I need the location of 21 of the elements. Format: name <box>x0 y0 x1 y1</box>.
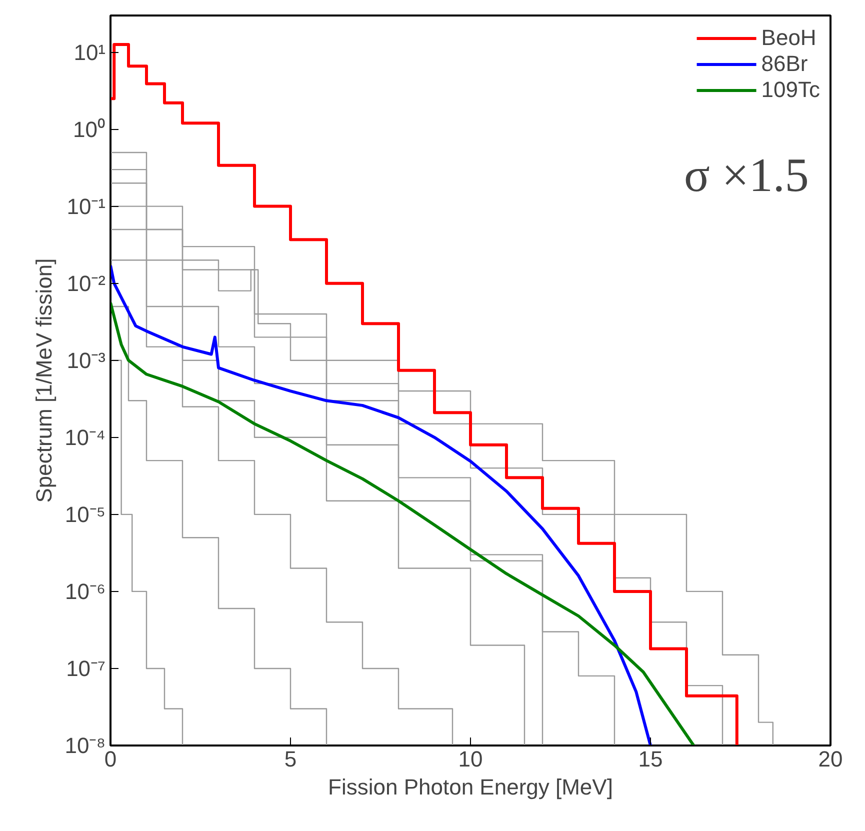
y-tick-label: 10⁻² <box>66 270 106 296</box>
y-tick-label: 10⁻⁷ <box>66 656 106 681</box>
x-tick-label: 15 <box>638 746 663 772</box>
y-tick-label: 10¹ <box>74 40 106 65</box>
x-tick-label: 10 <box>458 746 483 772</box>
legend-label: 109Tc <box>761 77 820 103</box>
x-tick-label: 0 <box>104 746 117 772</box>
y-tick-label: 10⁻³ <box>66 348 106 373</box>
y-tick-label: 10⁰ <box>73 116 106 142</box>
y-tick-label: 10⁻⁵ <box>64 502 106 527</box>
y-tick-label: 10⁻¹ <box>66 194 106 219</box>
legend-label: BeoH <box>761 25 816 51</box>
y-axis-title: Spectrum [1/MeV fission] <box>32 258 57 503</box>
annotation: σ ×1.5 <box>684 149 809 202</box>
y-tick-label: 10⁻⁸ <box>64 733 106 758</box>
y-tick-label: 10⁻⁶ <box>64 578 106 604</box>
legend-label: 86Br <box>761 51 808 77</box>
y-tick-label: 10⁻⁴ <box>64 424 106 450</box>
x-tick-label: 5 <box>284 746 297 772</box>
x-axis-title: Fission Photon Energy [MeV] <box>328 774 613 800</box>
x-tick-label: 20 <box>818 746 843 772</box>
